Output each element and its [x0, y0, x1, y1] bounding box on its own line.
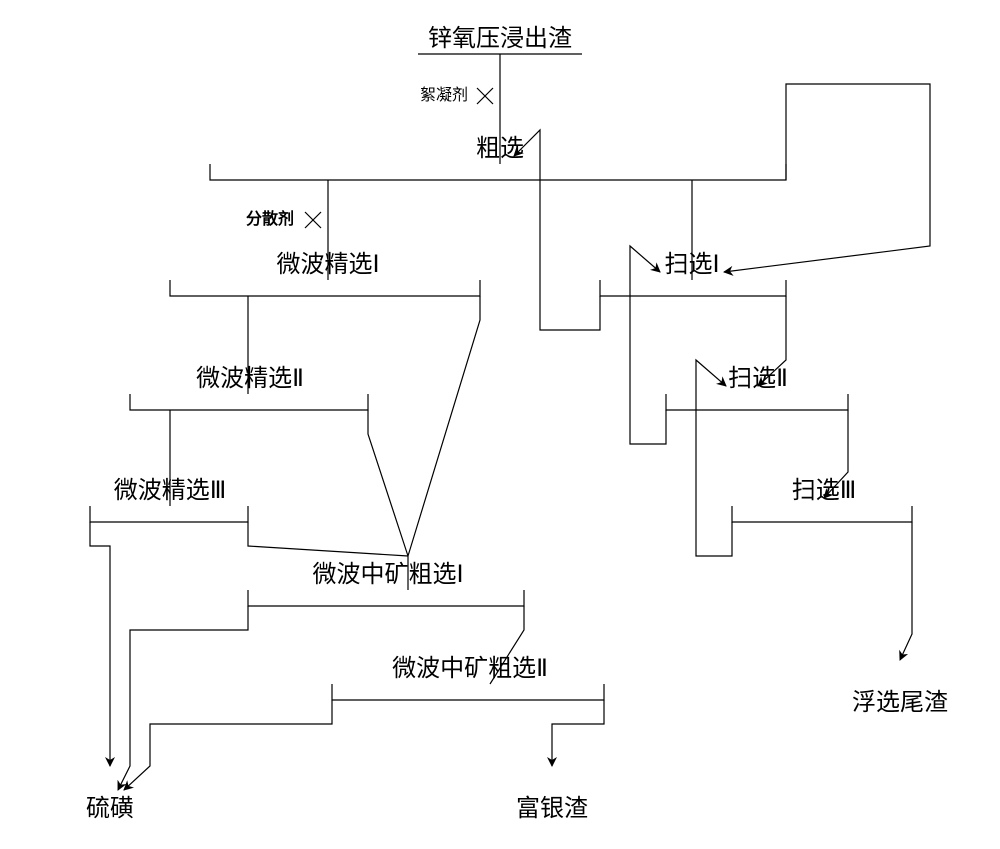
edge-13: [368, 410, 408, 556]
label-out_tail: 浮选尾渣: [852, 689, 948, 716]
label-feed: 锌氧压浸出渣: [428, 25, 572, 52]
box-clean3: [90, 506, 248, 522]
edge-7: [514, 130, 600, 330]
box-scav2: [666, 394, 848, 410]
edge-11: [900, 522, 912, 660]
label-out_silver: 富银渣: [516, 795, 588, 822]
label-clean1: 微波精选Ⅰ: [276, 251, 379, 278]
box-mid2: [332, 684, 604, 700]
label-out_sulfur: 硫磺: [86, 795, 134, 822]
label-mid1: 微波中矿粗选Ⅰ: [312, 561, 463, 588]
label-scav1: 扫选Ⅰ: [664, 251, 719, 278]
label-disp: 分散剂: [246, 209, 294, 228]
label-clean3: 微波精选Ⅲ: [114, 477, 227, 504]
label-clean2: 微波精选Ⅱ: [196, 365, 304, 392]
edge-20: [552, 700, 604, 766]
label-floc: 絮凝剂: [420, 86, 468, 104]
edge-17: [90, 522, 110, 766]
box-scav1: [600, 280, 786, 296]
label-scav2: 扫选Ⅱ: [728, 365, 788, 392]
edge-12: [408, 296, 480, 556]
box-clean1: [170, 280, 480, 296]
box-clean2: [130, 394, 368, 410]
edge-10: [724, 84, 930, 272]
edge-14: [248, 522, 408, 556]
flowchart-canvas: 锌氧压浸出渣絮凝剂粗选分散剂微波精选Ⅰ 微波精选Ⅱ 微波精选Ⅲ 微波中矿粗选Ⅰ 微波中矿…: [0, 0, 1000, 849]
box-scav3: [732, 506, 912, 522]
label-rough: 粗选: [476, 135, 524, 162]
edge-18: [118, 606, 248, 790]
label-mid2: 微波中矿粗选Ⅱ: [392, 655, 548, 682]
boxes-layer: [90, 164, 912, 700]
box-mid1: [248, 590, 524, 606]
edge-9: [696, 360, 732, 556]
labels-layer: 锌氧压浸出渣絮凝剂粗选分散剂微波精选Ⅰ 微波精选Ⅱ 微波精选Ⅲ 微波中矿粗选Ⅰ 微波中矿…: [86, 25, 948, 822]
label-scav3: 扫选Ⅲ: [792, 477, 857, 504]
edge-8: [630, 246, 666, 444]
box-rough: [210, 164, 786, 180]
edge-19: [124, 700, 332, 790]
